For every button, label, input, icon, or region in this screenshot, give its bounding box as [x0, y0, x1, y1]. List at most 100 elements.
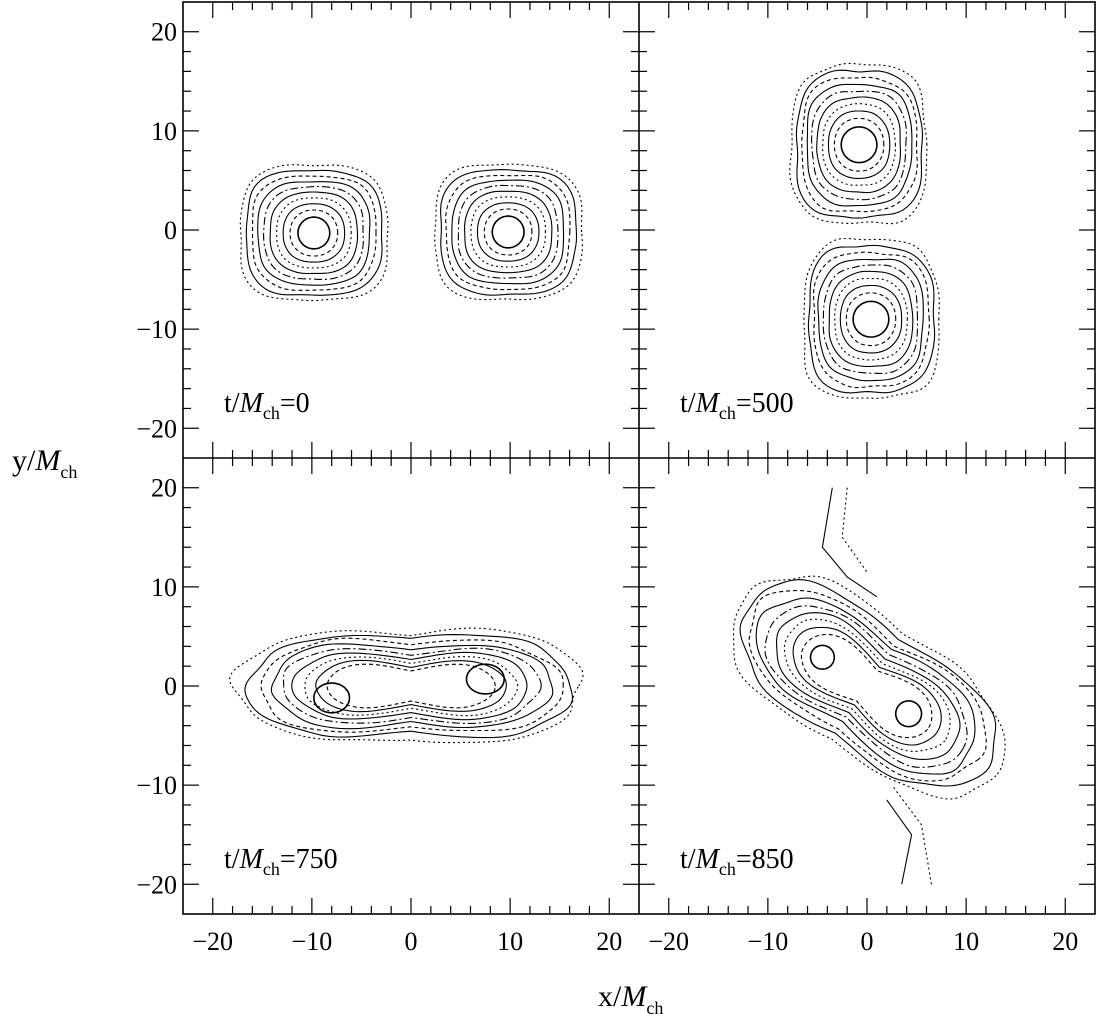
contour-t750-envelope-level6	[270, 643, 554, 730]
contour-t850-envelope-level8	[739, 579, 997, 787]
contour-t0-star1-level2	[476, 202, 540, 262]
contour-t850-stream3	[891, 784, 932, 885]
contour-t850-envelope-level3	[783, 618, 951, 752]
panel-t750	[229, 627, 584, 744]
contour-t750-core0	[313, 682, 351, 714]
contour-t500-star0-level5	[811, 90, 907, 201]
contour-t850-envelope-level5	[764, 605, 968, 768]
contour-t750-envelope-level1	[326, 663, 496, 709]
panel-t500	[789, 62, 940, 399]
y-tick-label: 10	[151, 117, 177, 146]
panel-label-t750: t/Mch=750	[224, 844, 338, 879]
contour-t0-star0-level9	[239, 164, 389, 302]
contour-t0-star1-level0	[491, 215, 525, 249]
contour-t850-envelope-level7	[748, 589, 987, 782]
contour-t500-star0-level4	[816, 96, 902, 194]
contour-t0-star1-level6	[451, 179, 565, 285]
contour-t750-envelope-level7	[260, 637, 564, 733]
contour-t500-star1-level5	[822, 264, 919, 374]
x-tick-label: 20	[1052, 927, 1078, 956]
x-tick-label: 10	[497, 927, 523, 956]
y-axis-label: y/Mch	[12, 444, 77, 482]
x-tick-label: 0	[405, 927, 418, 956]
y-tick-label: 0	[164, 672, 177, 701]
y-tick-label: 10	[151, 573, 177, 602]
contour-t0-star0-level7	[252, 175, 377, 291]
contour-t0-star0-level1	[289, 209, 339, 257]
contour-t500-star1-level0	[852, 300, 890, 338]
contour-t500-star1-level2	[839, 284, 903, 354]
contour-t750-envelope-level4	[291, 651, 528, 721]
contour-t850-core0	[809, 644, 836, 670]
contour-t500-star1-level7	[812, 251, 930, 389]
contour-t500-star0-level6	[806, 83, 913, 207]
contour-t0-star1-level9	[434, 163, 583, 301]
contour-t750-envelope-level5	[282, 647, 542, 724]
contour-t850-stream0	[821, 487, 878, 598]
contour-t0-star0-level4	[269, 191, 359, 275]
y-tick-label: −20	[136, 414, 177, 443]
contour-t0-star1-level4	[464, 190, 553, 274]
contour-t500-star1-level3	[834, 277, 908, 361]
contours-t750	[229, 627, 584, 744]
contour-t850-envelope-level2	[792, 626, 942, 746]
x-tick-label: 0	[861, 927, 874, 956]
contours-t0	[239, 163, 583, 302]
contour-t0-star1-level7	[445, 174, 571, 291]
panel-label-t500: t/Mch=500	[680, 388, 794, 423]
contour-t850-envelope-level4	[775, 612, 961, 760]
contour-t0-star1-level3	[470, 196, 546, 268]
x-tick-label: −10	[292, 927, 333, 956]
panel-label-t0: t/Mch=0	[224, 388, 310, 423]
contour-t750-envelope-level2	[315, 659, 507, 713]
y-tick-label: 20	[151, 474, 177, 503]
contour-t500-star0-level7	[801, 76, 918, 213]
contour-t750-core1	[465, 663, 506, 695]
y-tick-label: −20	[136, 870, 177, 899]
contour-t500-star0-level8	[795, 69, 924, 219]
x-tick-label: −20	[648, 927, 689, 956]
y-tick-label: −10	[136, 771, 177, 800]
contour-t0-star0-level3	[276, 197, 352, 269]
contour-t500-star1-level4	[828, 270, 914, 368]
contour-t850-core1	[894, 700, 923, 728]
contours-t850	[732, 487, 1006, 885]
panel-t850	[732, 487, 1006, 885]
contour-t500-star0-level0	[840, 126, 878, 164]
contour-t500-star0-level1	[833, 117, 885, 172]
contour-t500-star0-level3	[822, 103, 896, 186]
x-tick-label: 20	[596, 927, 622, 956]
contour-t500-star1-level9	[803, 237, 940, 399]
contour-t0-star0-level0	[297, 216, 331, 250]
contour-t750-envelope-level8	[244, 634, 573, 739]
contour-t500-star0-level2	[827, 110, 891, 179]
contour-t500-star1-level8	[807, 244, 936, 394]
contour-t0-star0-level6	[257, 181, 371, 286]
contour-t750-envelope-level3	[304, 656, 519, 717]
tick-marks	[183, 2, 1095, 914]
contour-t0-star1-level5	[457, 184, 559, 279]
x-tick-label: −10	[748, 927, 789, 956]
panel-t0	[239, 163, 583, 302]
contour-t850-envelope-level6	[755, 597, 976, 775]
contour-t750-envelope-level9	[229, 627, 584, 744]
contour-t0-star0-level8	[245, 169, 383, 296]
contour-t0-star1-level8	[440, 169, 578, 296]
contour-t0-star1-level1	[483, 208, 533, 256]
contours-t500	[789, 62, 940, 399]
contour-t500-star1-level6	[817, 258, 924, 382]
y-tick-label: −10	[136, 315, 177, 344]
contour-t850-stream2	[886, 799, 913, 885]
contour-t500-star0-level9	[789, 62, 928, 225]
y-tick-label: 0	[164, 216, 177, 245]
panels-layer	[229, 62, 1006, 885]
contour-t0-star0-level2	[282, 203, 346, 263]
contour-t850-envelope-level1	[800, 633, 933, 739]
y-tick-label: 20	[151, 18, 177, 47]
frame-layer: −20 −10 0 10 20 −20 −10 0 10 20 20 10 0 −10 −20 20 10 0 −1…	[136, 1, 1096, 956]
contour-t850-stream1	[841, 487, 868, 573]
contour-t0-star0-level5	[263, 185, 364, 281]
panel-label-t850: t/Mch=850	[680, 844, 794, 879]
x-tick-label: −20	[192, 927, 233, 956]
